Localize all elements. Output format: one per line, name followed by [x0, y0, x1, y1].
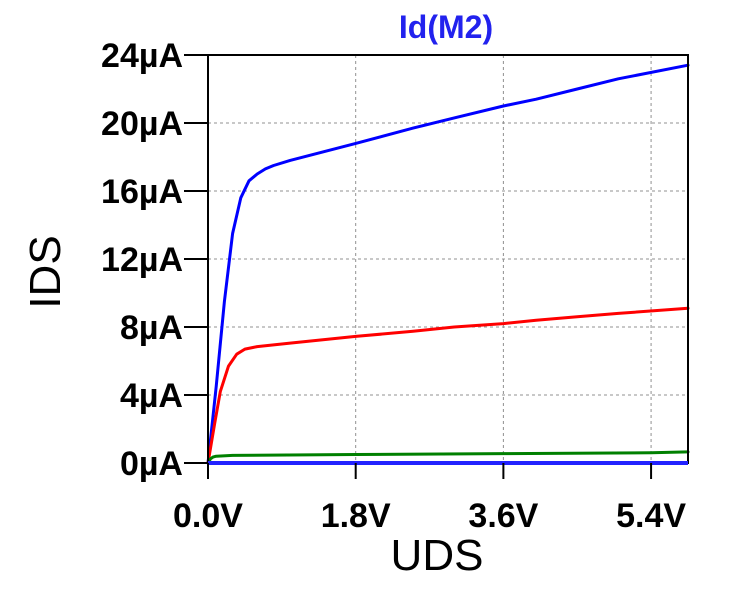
- y-tick-label: 8µA: [120, 309, 183, 347]
- x-tick-label: 5.4V: [616, 497, 686, 535]
- chart-title: Id(M2): [399, 9, 493, 45]
- series-layer: [206, 63, 690, 465]
- y-tick-label: 24µA: [101, 37, 183, 75]
- y-tick-label: 12µA: [101, 241, 183, 279]
- series-line-2: [206, 306, 690, 465]
- ticks: 0µA 4µA 8µA 12µA 16µA 20µA 24µA 0.0V 1.8V 3.6V 5.4…: [101, 37, 686, 535]
- y-axis-title: IDS: [21, 235, 70, 308]
- y-tick-label: 16µA: [101, 173, 183, 211]
- y-tick-label: 4µA: [120, 377, 183, 415]
- x-tick-label: 3.6V: [468, 497, 538, 535]
- y-tick-label: 0µA: [120, 445, 183, 483]
- series-line-3: [206, 450, 690, 465]
- y-tick-label: 20µA: [101, 105, 183, 143]
- x-tick-label: 1.8V: [321, 497, 391, 535]
- grid: [208, 55, 688, 463]
- x-axis-title: UDS: [391, 531, 484, 580]
- x-tick-label: 0.0V: [173, 497, 243, 535]
- series-line-1: [206, 63, 690, 465]
